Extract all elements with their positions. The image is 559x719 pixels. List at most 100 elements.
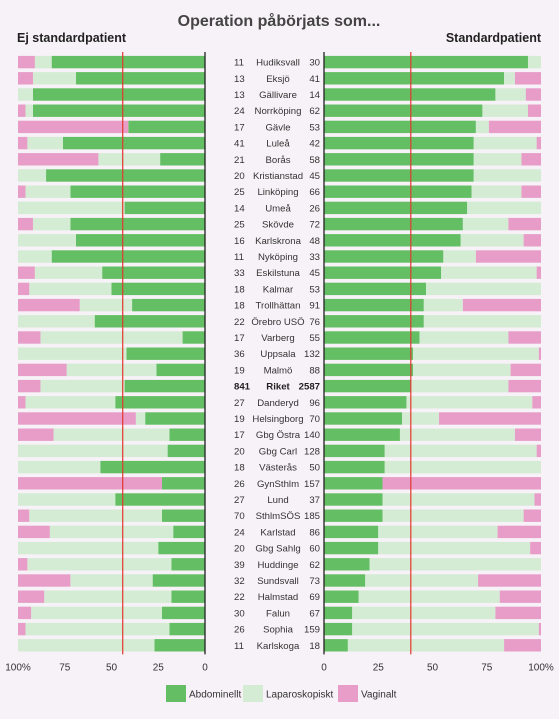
row-n-left: 33	[234, 268, 245, 279]
left-bar-abdominal	[75, 72, 205, 85]
row-n-right: 66	[309, 187, 320, 198]
right-bar-laparoscopic	[423, 315, 541, 328]
row-n-left: 30	[234, 608, 245, 619]
right-bar-abdominal	[324, 136, 474, 150]
left-bar-vaginal	[18, 266, 35, 279]
left-bar-abdominal	[124, 379, 205, 393]
left-bar-abdominal	[126, 347, 205, 360]
row-category-label: Umeå	[265, 203, 291, 214]
row-n-right: 26	[309, 203, 320, 214]
left-bar-laparoscopic	[25, 396, 116, 409]
right-bar-abdominal	[324, 606, 353, 620]
right-bar-vaginal	[508, 331, 541, 344]
left-bar-vaginal	[18, 153, 99, 166]
right-bar-laparoscopic	[443, 250, 476, 263]
right-bar-laparoscopic	[347, 639, 505, 652]
left-bar-abdominal	[51, 55, 205, 69]
row-category-label: Eksjö	[266, 74, 289, 85]
right-bar-vaginal	[527, 104, 541, 117]
right-bar-laparoscopic	[504, 72, 515, 85]
row-category-label: Gbg Carl	[259, 446, 297, 457]
right-tick-label: 75	[481, 662, 493, 673]
row-category-label: Norrköping	[255, 106, 302, 117]
labels-layer: 11 Hudiksvall 30 13 Eksjö 41 13 Gällivare 14 24 No…	[234, 58, 321, 652]
row-category-label: Karlskoga	[257, 641, 300, 652]
row-n-left: 27	[234, 495, 245, 506]
left-bar-vaginal	[18, 104, 26, 117]
left-bar-laparoscopic	[40, 331, 183, 344]
row-n-right: 69	[309, 592, 320, 603]
row-n-left: 39	[234, 560, 245, 571]
right-bar-abdominal	[324, 477, 383, 490]
right-bar-laparoscopic	[475, 120, 489, 134]
row-n-left: 11	[234, 58, 244, 69]
row-n-left: 21	[234, 155, 245, 166]
left-bar-abdominal	[128, 120, 205, 134]
right-bar-laparoscopic	[382, 493, 535, 506]
right-bar-abdominal	[324, 234, 461, 247]
left-bar-abdominal	[75, 234, 205, 247]
row-n-left: 18	[234, 284, 245, 295]
row-category-label: Örebro USÖ	[251, 317, 304, 328]
right-bar-vaginal	[439, 412, 541, 425]
left-bar-vaginal	[18, 590, 45, 603]
row-category-label: SthlmSÖS	[256, 511, 301, 522]
left-bar-abdominal	[169, 622, 205, 636]
row-n-right: 37	[309, 495, 320, 506]
left-bar-laparoscopic	[98, 153, 161, 166]
right-bar-vaginal	[475, 250, 541, 263]
right-bar-abdominal	[324, 590, 359, 603]
left-bar-laparoscopic	[31, 606, 162, 620]
right-bar-laparoscopic	[412, 363, 511, 377]
row-n-left: 17	[234, 333, 245, 344]
row-n-left: 70	[234, 511, 245, 522]
row-n-right: 55	[309, 333, 320, 344]
left-bar-vaginal	[18, 558, 28, 571]
row-category-label: Karlskrona	[255, 236, 302, 247]
row-category-label: Danderyd	[257, 398, 299, 409]
row-n-left: 32	[234, 576, 245, 587]
right-bar-abdominal	[324, 55, 528, 69]
right-bar-abdominal	[324, 153, 474, 166]
left-bar-vaginal	[18, 298, 80, 312]
left-bar-vaginal	[18, 509, 30, 522]
row-category-label: Helsingborg	[252, 414, 303, 425]
left-tick-label: 50	[106, 662, 118, 673]
row-n-right: 45	[309, 268, 320, 279]
row-n-left: 17	[234, 430, 245, 441]
right-bar-vaginal	[478, 574, 541, 587]
left-bar-laparoscopic	[18, 315, 95, 328]
left-bar-abdominal	[173, 525, 205, 539]
right-tick-label: 25	[373, 662, 385, 673]
row-n-right: 140	[304, 430, 320, 441]
left-bar-vaginal	[18, 428, 54, 441]
row-n-right: 42	[309, 139, 320, 150]
row-n-right: 96	[309, 398, 320, 409]
left-bar-laparoscopic	[29, 509, 162, 522]
right-bar-vaginal	[510, 363, 541, 377]
row-n-left: 26	[234, 479, 245, 490]
left-bar-abdominal	[102, 266, 205, 279]
left-bar-vaginal	[18, 331, 41, 344]
row-n-right: 91	[309, 301, 320, 312]
row-n-right: 18	[309, 641, 320, 652]
right-bar-laparoscopic	[410, 379, 509, 393]
row-category-label: Halmstad	[258, 592, 299, 603]
right-bar-abdominal	[324, 88, 496, 101]
left-bar-laparoscopic	[27, 558, 172, 571]
right-bar-vaginal	[504, 639, 541, 652]
left-bar-abdominal	[111, 282, 205, 296]
right-tick-label: 100%	[528, 662, 554, 673]
left-bar-abdominal	[161, 477, 205, 490]
row-category-label: Kristianstad	[253, 171, 303, 182]
row-n-right: 72	[309, 220, 320, 231]
right-bar-abdominal	[324, 428, 400, 441]
left-bar-abdominal	[100, 460, 205, 474]
left-bar-laparoscopic	[40, 379, 125, 393]
left-bar-laparoscopic	[18, 493, 116, 506]
left-bar-laparoscopic	[32, 217, 71, 231]
row-category-label: Västerås	[259, 463, 297, 474]
right-bar-abdominal	[324, 331, 420, 344]
left-bar-abdominal	[167, 444, 205, 458]
row-n-right: 53	[309, 284, 320, 295]
